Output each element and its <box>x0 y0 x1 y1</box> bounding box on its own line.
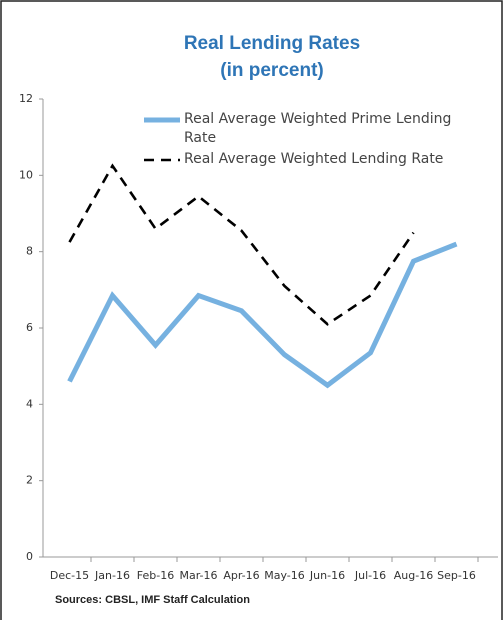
x-tick-label: Dec-15 <box>50 569 89 582</box>
x-tick-label: Apr-16 <box>223 569 259 582</box>
series-line <box>67 241 458 389</box>
legend-entry: Real Average Weighted Prime Lending Rate <box>140 110 480 148</box>
y-tick-label: 6 <box>26 321 33 334</box>
y-tick-label: 4 <box>26 397 33 410</box>
x-tick-label: Mar-16 <box>179 569 217 582</box>
y-tick-label: 8 <box>26 245 33 258</box>
y-tick-label: 0 <box>26 550 33 563</box>
legend-swatch <box>144 158 180 162</box>
x-tick-label: Aug-16 <box>394 569 433 582</box>
x-tick-label: Sep-16 <box>437 569 476 582</box>
legend-label: Real Average Weighted Prime Lending Rate <box>184 111 452 146</box>
x-tick-label: Jun-16 <box>309 569 345 582</box>
source-note: Sources: CBSL, IMF Staff Calculation <box>55 594 250 606</box>
chart-subtitle: (in percent) <box>220 60 323 81</box>
series-line <box>68 163 415 326</box>
y-tick-label: 12 <box>19 92 33 105</box>
legend-swatch <box>144 117 180 123</box>
legend-entry: Real Average Weighted Lending Rate <box>140 150 480 169</box>
x-tick-label: Jan-16 <box>94 569 130 582</box>
x-tick-label: Feb-16 <box>137 569 174 582</box>
legend: Real Average Weighted Prime Lending Rate… <box>140 110 480 171</box>
x-tick-label: Jul-16 <box>354 569 386 582</box>
chart-title: Real Lending Rates <box>184 33 360 54</box>
x-tick-label: May-16 <box>264 569 305 582</box>
legend-label: Real Average Weighted Lending Rate <box>184 151 444 167</box>
y-tick-label: 2 <box>26 474 33 487</box>
y-tick-label: 10 <box>19 168 33 181</box>
